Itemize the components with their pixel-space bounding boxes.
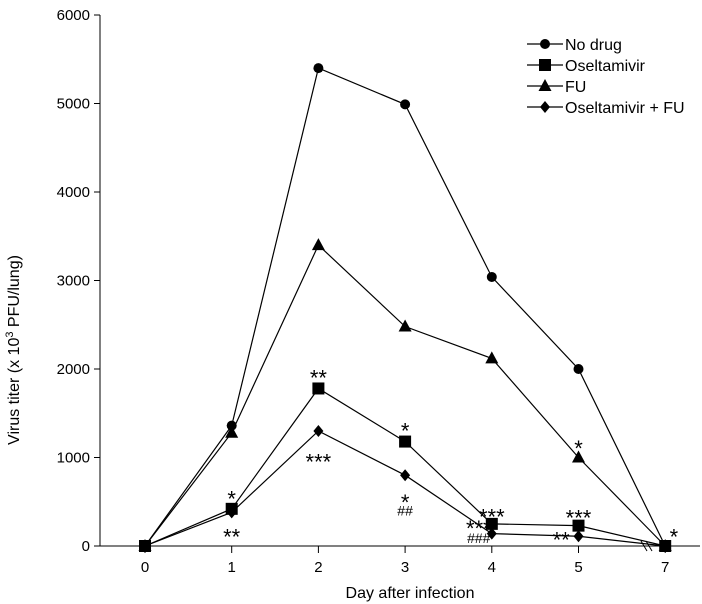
series-layer xyxy=(138,63,672,552)
y-tick-label: 3000 xyxy=(57,273,90,290)
legend-marker xyxy=(540,39,550,49)
y-axis-label: Virus titer (x 103 PFU/lung) xyxy=(4,255,23,445)
data-point xyxy=(485,517,498,530)
significance-label: ** xyxy=(553,527,571,552)
legend-marker xyxy=(539,59,551,71)
data-point xyxy=(313,63,324,74)
legend-label: No drug xyxy=(565,37,622,54)
y-axis-label-sup: 3 xyxy=(4,332,16,338)
annotation-layer: **********## ******###******* xyxy=(223,365,678,552)
legend-label: FU xyxy=(565,79,586,96)
data-point xyxy=(313,424,324,437)
data-point xyxy=(311,238,325,251)
significance-label: *** xyxy=(466,516,492,541)
x-tick-label: 3 xyxy=(401,559,409,576)
legend-item: FU xyxy=(527,79,586,96)
significance-label: ### xyxy=(467,530,491,546)
legend-item: Oseltamivir + FU xyxy=(527,100,685,117)
legend-marker xyxy=(540,101,550,113)
x-axis-label: Day after infection xyxy=(346,585,475,602)
y-tick-label: 5000 xyxy=(57,96,90,113)
series-3 xyxy=(140,424,671,552)
x-tick-label: 4 xyxy=(488,559,496,576)
y-tick-label: 6000 xyxy=(57,7,90,24)
x-tick-label: 7 xyxy=(661,559,669,576)
legend-label: Oseltamivir + FU xyxy=(565,100,685,117)
y-tick-label: 1000 xyxy=(57,450,90,467)
data-point xyxy=(486,527,497,540)
series-1 xyxy=(139,382,672,552)
y-axis-label-main: Virus titer (x 10 xyxy=(6,338,23,445)
legend-item: Oseltamivir xyxy=(527,58,646,75)
data-point xyxy=(486,271,497,282)
legend-marker xyxy=(538,79,552,91)
significance-label: ** xyxy=(310,365,328,390)
data-point xyxy=(573,364,584,374)
data-point xyxy=(312,382,325,395)
data-point xyxy=(485,351,499,364)
y-tick-label: 0 xyxy=(82,538,90,555)
x-tick-label: 1 xyxy=(228,559,236,576)
y-tick-label: 2000 xyxy=(57,361,90,378)
y-tick-label: 4000 xyxy=(57,184,90,201)
data-point xyxy=(572,450,585,463)
data-point xyxy=(400,99,411,110)
data-point xyxy=(572,519,585,532)
significance-label: *** xyxy=(306,450,332,475)
data-point xyxy=(660,540,671,552)
significance-label: * xyxy=(401,419,410,444)
x-tick-label: 2 xyxy=(314,559,322,576)
significance-label: *** xyxy=(566,505,592,530)
data-point xyxy=(573,530,584,543)
axis-break-mark xyxy=(645,540,653,552)
data-point xyxy=(399,435,412,448)
data-point xyxy=(226,506,237,519)
x-tick-label: 5 xyxy=(574,559,582,576)
significance-label: * xyxy=(227,487,236,512)
significance-label: ** xyxy=(223,525,241,550)
x-tick-label: 0 xyxy=(141,559,149,576)
axis-break-mark xyxy=(640,540,648,552)
significance-label: * xyxy=(670,525,679,550)
data-point xyxy=(400,469,411,482)
data-point xyxy=(225,425,239,438)
data-point xyxy=(140,540,150,552)
legend: No drug Oseltamivir FU Oseltamivir + FU xyxy=(527,37,685,117)
significance-label: * xyxy=(574,436,583,461)
legend-label: Oseltamivir xyxy=(565,58,646,75)
data-point xyxy=(398,319,412,332)
significance-label: ## xyxy=(397,503,413,519)
y-axis-label-tail: PFU/lung) xyxy=(6,255,23,331)
significance-label: *** xyxy=(479,504,505,529)
significance-label: * xyxy=(401,490,410,515)
axes: 0 1000 2000 3000 4000 5000 6000 0 1 2 3 4 5 7 xyxy=(57,7,700,576)
legend-item: No drug xyxy=(527,37,622,54)
